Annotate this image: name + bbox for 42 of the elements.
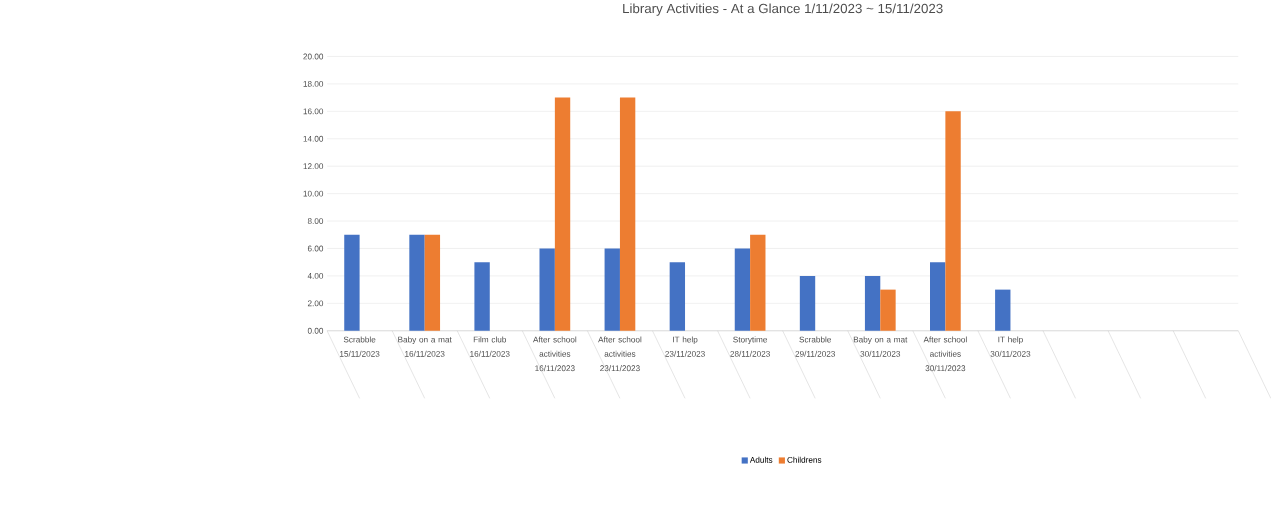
y-tick-label: 0.00 <box>307 327 324 334</box>
bar <box>799 275 816 331</box>
y-tick-label: 2.00 <box>307 300 324 307</box>
bar <box>880 289 896 331</box>
bar <box>424 234 441 331</box>
chart-title: Library Activities - At a Glance 1/11/2023 ~ 15/11/2023 <box>623 3 943 16</box>
y-tick-label: 16.00 <box>303 108 324 115</box>
bar <box>554 97 571 331</box>
x-tick-label: After school activities 23/11/2023 <box>598 336 642 371</box>
legend-label: Childrens <box>787 456 822 463</box>
x-tick-label: After school activities 16/11/2023 <box>533 336 577 371</box>
bar <box>930 262 946 331</box>
bar <box>474 262 490 331</box>
bar <box>669 262 686 331</box>
x-tick-label: Baby on a mat 30/11/2023 <box>853 336 908 357</box>
bar <box>409 234 425 331</box>
bar <box>945 111 961 331</box>
y-tick-label: 18.00 <box>303 80 324 87</box>
y-tick-label: 10.00 <box>303 190 324 197</box>
legend-label: Adults <box>749 456 773 463</box>
bar <box>734 248 751 331</box>
y-tick-label: 12.00 <box>303 163 324 169</box>
x-tick-label: IT help 23/11/2023 <box>665 336 705 357</box>
x-tick-label: Baby on a mat 16/11/2023 <box>398 336 452 357</box>
bar <box>864 275 881 331</box>
y-tick-label: 8.00 <box>307 218 324 224</box>
y-tick-label: 4.00 <box>307 272 324 279</box>
bar <box>619 97 636 331</box>
y-tick-label: 20.00 <box>303 53 324 60</box>
y-tick-label: 6.00 <box>307 245 324 252</box>
bar <box>539 248 555 331</box>
x-tick-label: Storytime 28/11/2023 <box>730 336 770 357</box>
x-tick-label: Film club 16/11/2023 <box>470 336 510 357</box>
x-tick-label: After school activities 30/11/2023 <box>923 336 967 371</box>
x-tick-label: Scrabble 15/11/2023 <box>340 336 380 357</box>
x-tick-label: Scrabble 29/11/2023 <box>795 336 836 357</box>
bar <box>344 234 360 331</box>
bar <box>750 234 766 331</box>
bar <box>995 289 1011 331</box>
x-tick-label: IT help 30/11/2023 <box>990 336 1031 357</box>
y-tick-label: 14.00 <box>303 135 324 142</box>
bar <box>604 248 620 331</box>
